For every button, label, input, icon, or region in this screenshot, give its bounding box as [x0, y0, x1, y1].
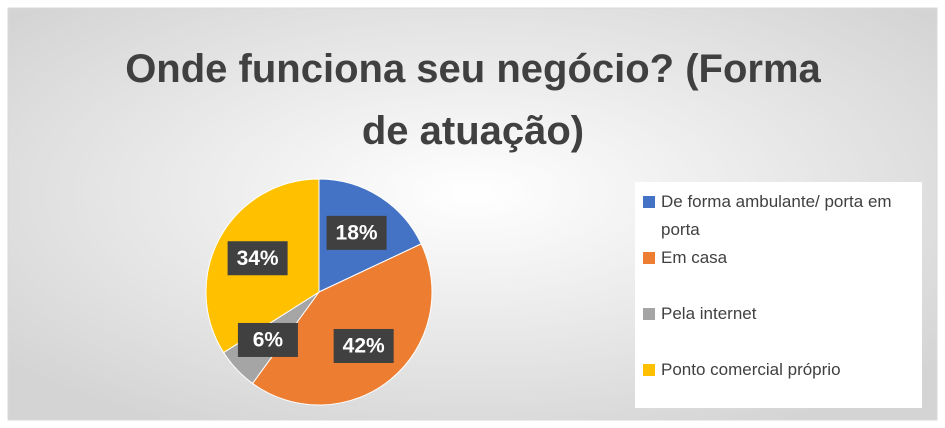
- legend-label: Ponto comercial próprio: [661, 360, 841, 379]
- data-label-box: [237, 322, 298, 357]
- data-label: 42%: [343, 335, 385, 358]
- legend-item: Em casa: [643, 244, 931, 272]
- legend-label: De forma ambulante/ porta em porta: [661, 192, 892, 239]
- data-label: 18%: [336, 221, 378, 244]
- legend-label: Em casa: [661, 248, 728, 267]
- data-label-box: [333, 328, 394, 363]
- data-label-box: [326, 215, 387, 250]
- data-label: 6%: [253, 329, 284, 352]
- legend-item: Ponto comercial próprio: [643, 356, 931, 384]
- legend-swatch: [643, 364, 655, 376]
- legend-item: Pela internet: [643, 300, 931, 328]
- pie-slice: [251, 243, 433, 406]
- legend-swatch: [643, 308, 655, 320]
- legend-label: Pela internet: [661, 304, 757, 323]
- chart-title: Onde funciona seu negócio? (Forma de atu…: [125, 47, 821, 153]
- legend-swatch: [643, 196, 655, 208]
- legend-swatch: [643, 252, 655, 264]
- legend-item: De forma ambulante/ porta em porta: [643, 188, 931, 244]
- data-label: 34%: [237, 247, 279, 270]
- legend: De forma ambulante/ porta em porta Em cas…: [635, 182, 922, 408]
- data-label-box: [227, 241, 288, 276]
